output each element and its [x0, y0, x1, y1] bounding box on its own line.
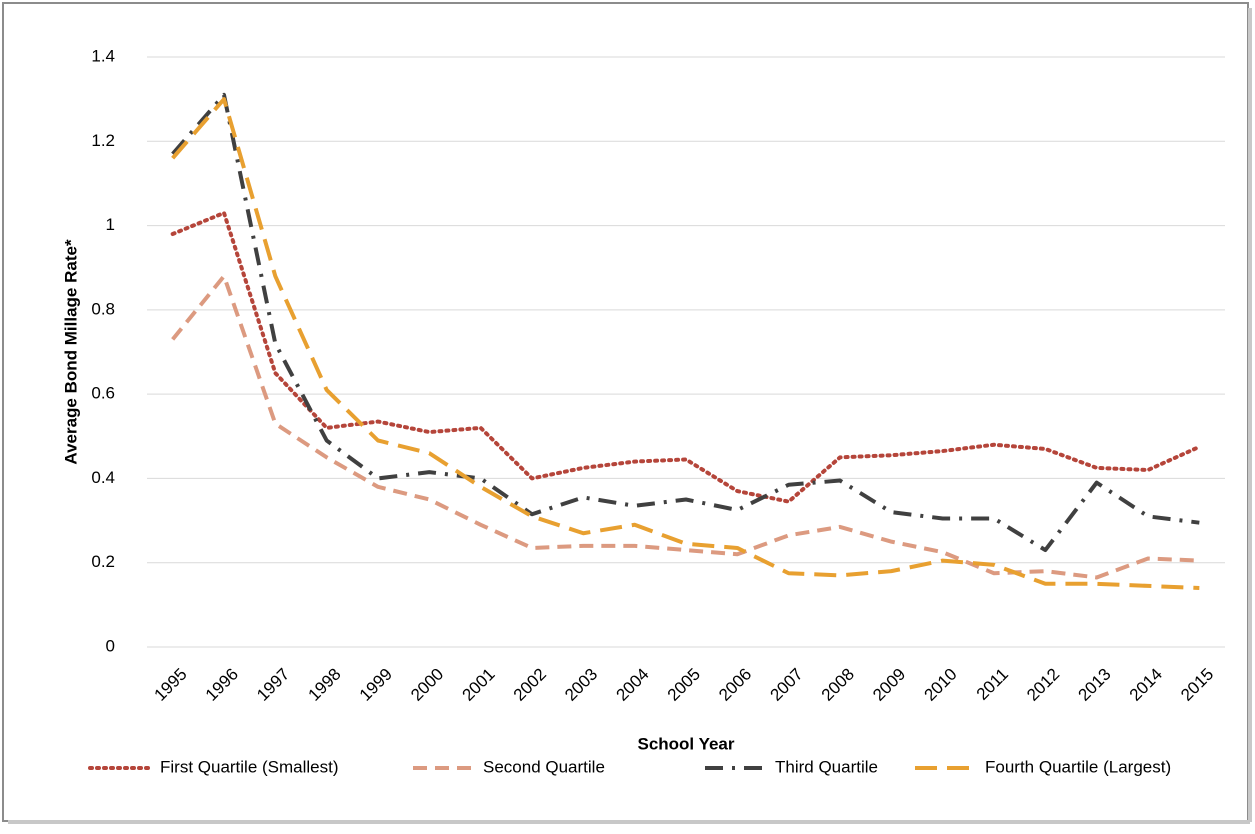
y-tick-label: 0.6: [91, 384, 115, 403]
y-tick-label: 1.4: [91, 46, 115, 65]
y-tick-label: 0.4: [91, 468, 115, 487]
y-tick-label: 0.2: [91, 552, 115, 571]
y-tick-label: 0: [106, 636, 115, 655]
series-line: [171, 92, 1200, 553]
frame: [2, 2, 1249, 822]
legend-label: Fourth Quartile (Largest): [985, 757, 1171, 776]
legend-label: Second Quartile: [483, 757, 605, 776]
series-line: [170, 210, 1202, 504]
legend-label: Third Quartile: [775, 757, 878, 776]
y-tick-label: 1: [106, 215, 115, 234]
x-axis-title: School Year: [637, 734, 734, 753]
y-tick-label: 1.2: [91, 131, 115, 150]
legend-label: First Quartile (Smallest): [160, 757, 339, 776]
series-line: [171, 274, 1200, 580]
y-axis-title: Average Bond Millage Rate*: [61, 239, 80, 465]
y-tick-label: 0.8: [91, 299, 115, 318]
